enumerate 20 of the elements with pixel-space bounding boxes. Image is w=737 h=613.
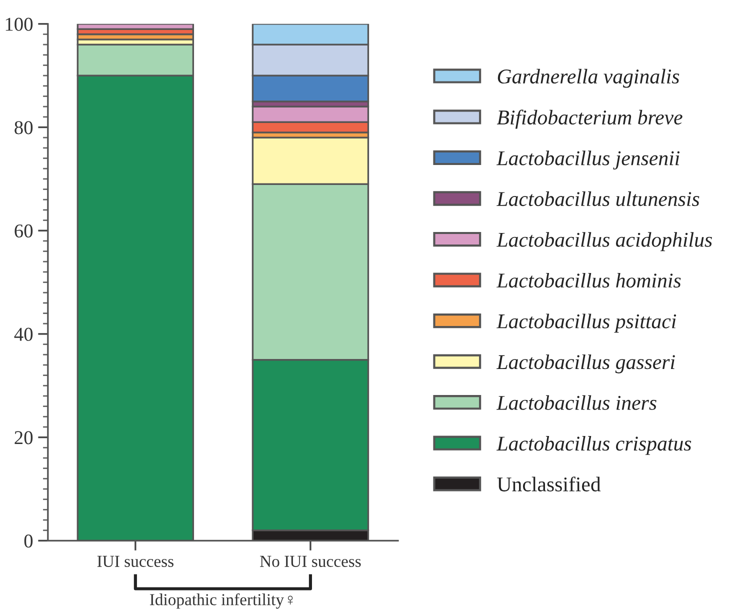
legend-label: Lactobacillus crispatus	[496, 436, 692, 455]
y-tick-label: 80	[14, 121, 33, 134]
legend-label: Lactobacillus hominis	[496, 272, 681, 288]
x-tick-label: IUI success	[97, 556, 174, 567]
legend-label: Unclassified	[497, 476, 601, 492]
legend-label: Lactobacillus iners	[496, 395, 656, 410]
legend-label: Lactobacillus psittaci	[496, 314, 676, 333]
x-tick-label: No IUI success	[260, 556, 361, 567]
y-tick-label: 100	[6, 18, 33, 31]
legend-label: Lactobacillus gasseri	[496, 354, 675, 374]
legend-label: Lactobacillus ultunensis	[496, 191, 700, 206]
legend-label: Lactobacillus acidophilus	[496, 232, 712, 252]
legend-label: Gardnerella vaginalis	[498, 68, 680, 88]
y-tick-label: 60	[14, 224, 33, 238]
legend-label: Lactobacillus jensenii	[496, 150, 680, 170]
y-tick-label: 0	[24, 534, 33, 548]
y-tick-label: 20	[14, 431, 33, 444]
y-tick-label: 40	[14, 328, 33, 341]
text: Idiopathic infertility♀	[150, 593, 293, 609]
legend-label: Bifidobacterium breve	[496, 110, 682, 129]
